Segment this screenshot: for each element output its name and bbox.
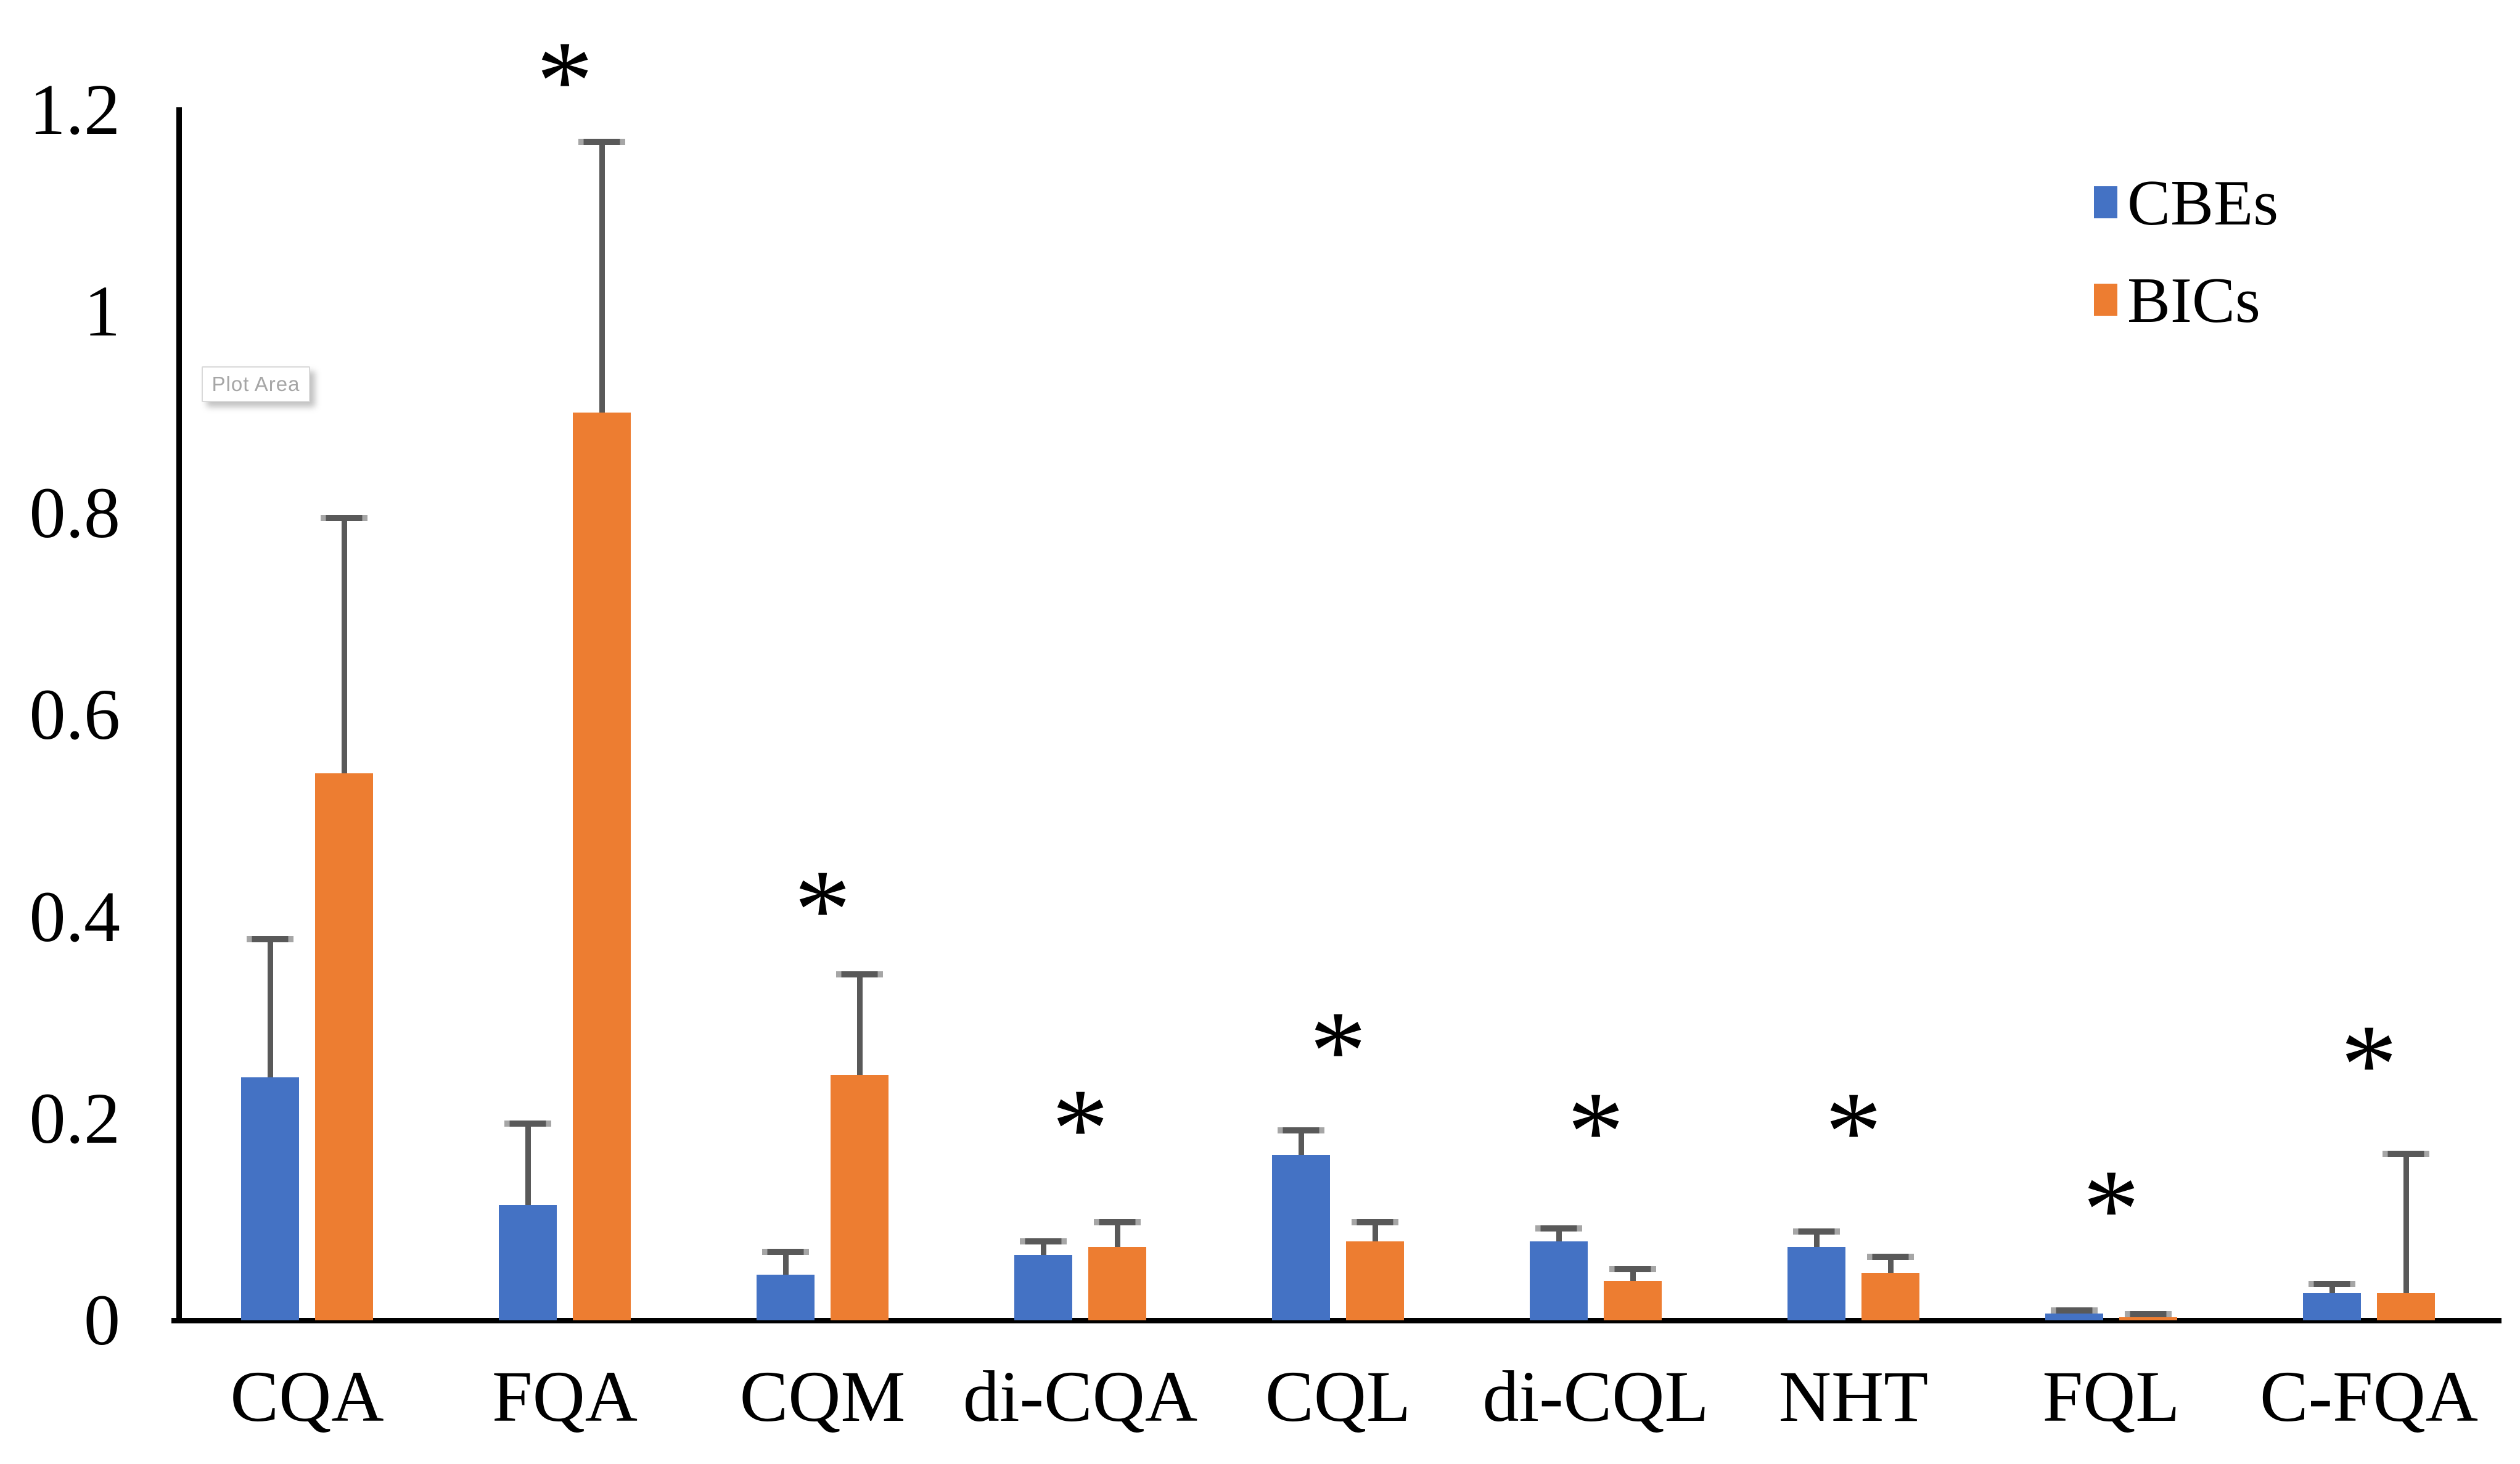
- x-label-CQA[interactable]: CQA: [230, 1356, 384, 1437]
- bar-CBEs-di-CQA[interactable]: [1014, 1254, 1072, 1320]
- x-label-FQA[interactable]: FQA: [491, 1356, 638, 1437]
- error-cap-CBEs-FQA: [504, 1120, 551, 1127]
- legend-label-cbes: CBEs: [2127, 166, 2279, 239]
- bar-BICs-FQA[interactable]: [573, 412, 631, 1320]
- error-cap-BICs-CQM: [836, 971, 883, 977]
- significance-asterisk-FQL[interactable]: *: [2082, 1146, 2140, 1273]
- y-tick-label-0.2[interactable]: 0.2: [29, 1077, 121, 1159]
- significance-asterisk-CQM[interactable]: *: [794, 847, 852, 974]
- significance-asterisk-CQL[interactable]: *: [1309, 988, 1367, 1115]
- legend-label-bics: BICs: [2127, 263, 2260, 336]
- x-label-CQM[interactable]: CQM: [739, 1356, 906, 1437]
- error-cap-BICs-CQA: [321, 515, 367, 522]
- error-bar-CBEs-C-FQA[interactable]: [2329, 1284, 2335, 1293]
- bar-BICs-CQL[interactable]: [1346, 1241, 1404, 1320]
- y-axis-line[interactable]: [176, 107, 182, 1323]
- y-tick-label-0.8[interactable]: 0.8: [29, 472, 121, 554]
- error-bar-BICs-FQA[interactable]: [599, 142, 605, 413]
- error-bar-CBEs-di-CQA[interactable]: [1040, 1241, 1046, 1255]
- significance-asterisk-NHT[interactable]: *: [1824, 1069, 1882, 1195]
- bar-CBEs-CQA[interactable]: [241, 1077, 299, 1320]
- error-cap-BICs-di-CQA: [1094, 1219, 1141, 1226]
- error-cap-CBEs-CQL: [1278, 1127, 1324, 1134]
- legend-swatch-bics-icon: [2094, 284, 2117, 316]
- significance-asterisk-C-FQA[interactable]: *: [2340, 1001, 2398, 1128]
- error-cap-BICs-FQA: [578, 139, 625, 146]
- plot-area-tooltip: Plot Area: [202, 366, 310, 402]
- error-bar-BICs-di-CQA[interactable]: [1114, 1222, 1120, 1247]
- error-cap-CBEs-CQA: [247, 936, 293, 942]
- error-cap-CBEs-di-CQA: [1020, 1238, 1067, 1245]
- y-tick-label-0.6[interactable]: 0.6: [29, 674, 121, 755]
- error-bar-CBEs-CQL[interactable]: [1298, 1130, 1304, 1155]
- legend-item-bics[interactable]: BICs: [2094, 268, 2260, 332]
- bar-CBEs-CQL[interactable]: [1272, 1154, 1330, 1320]
- bar-BICs-di-CQL[interactable]: [1604, 1281, 1662, 1320]
- bar-BICs-NHT[interactable]: [1861, 1273, 1919, 1320]
- bar-CBEs-di-CQL[interactable]: [1530, 1241, 1588, 1320]
- bar-BICs-CQM[interactable]: [831, 1075, 889, 1320]
- error-bar-BICs-NHT[interactable]: [1887, 1256, 1894, 1273]
- y-tick-label-0[interactable]: 0: [84, 1280, 120, 1360]
- bar-BICs-C-FQA[interactable]: [2377, 1293, 2435, 1320]
- bar-CBEs-C-FQA[interactable]: [2303, 1293, 2361, 1320]
- error-bar-BICs-CQL[interactable]: [1372, 1222, 1378, 1242]
- bar-CBEs-FQL[interactable]: [2045, 1313, 2103, 1320]
- error-cap-CBEs-CQM: [762, 1248, 809, 1255]
- error-bar-CBEs-FQA[interactable]: [525, 1123, 531, 1206]
- x-axis-line[interactable]: [171, 1318, 2502, 1323]
- error-bar-BICs-C-FQA[interactable]: [2403, 1154, 2409, 1293]
- x-label-C-FQA[interactable]: C-FQA: [2259, 1356, 2479, 1437]
- significance-asterisk-di-CQL[interactable]: *: [1567, 1069, 1625, 1195]
- error-bar-BICs-CQM[interactable]: [856, 974, 863, 1075]
- bar-BICs-CQA[interactable]: [315, 773, 373, 1320]
- error-cap-BICs-NHT: [1867, 1253, 1914, 1260]
- error-bar-BICs-CQA[interactable]: [341, 518, 347, 774]
- error-bar-CBEs-CQM[interactable]: [782, 1251, 789, 1275]
- bar-CBEs-CQM[interactable]: [757, 1275, 815, 1320]
- legend-item-cbes[interactable]: CBEs: [2094, 166, 2279, 239]
- error-cap-BICs-FQL: [2125, 1311, 2172, 1318]
- bar-BICs-FQL[interactable]: [2119, 1317, 2177, 1320]
- x-label-NHT[interactable]: NHT: [1778, 1356, 1929, 1437]
- error-bar-CBEs-NHT[interactable]: [1813, 1232, 1820, 1247]
- error-cap-CBEs-NHT: [1793, 1228, 1840, 1235]
- bar-BICs-di-CQA[interactable]: [1088, 1246, 1146, 1320]
- x-label-CQL[interactable]: CQL: [1265, 1356, 1411, 1437]
- bar-CBEs-FQA[interactable]: [499, 1205, 557, 1320]
- x-label-di-CQA[interactable]: di-CQA: [962, 1356, 1198, 1437]
- error-cap-CBEs-di-CQL: [1535, 1225, 1582, 1232]
- plot-area-tooltip-text: Plot Area: [211, 372, 300, 395]
- significance-asterisk-di-CQA[interactable]: *: [1051, 1066, 1109, 1193]
- y-tick-label-1.2[interactable]: 1.2: [29, 68, 121, 150]
- error-bar-CBEs-CQA[interactable]: [267, 939, 273, 1077]
- x-label-FQL[interactable]: FQL: [2042, 1356, 2180, 1437]
- y-tick-label-0.4[interactable]: 0.4: [29, 876, 121, 957]
- x-label-di-CQL[interactable]: di-CQL: [1482, 1356, 1709, 1437]
- error-cap-BICs-C-FQA: [2383, 1151, 2429, 1158]
- error-cap-CBEs-C-FQA: [2309, 1281, 2355, 1288]
- error-cap-BICs-di-CQL: [1609, 1265, 1656, 1272]
- significance-asterisk-FQA[interactable]: *: [536, 17, 594, 144]
- error-cap-CBEs-FQL: [2051, 1307, 2098, 1314]
- legend-swatch-cbes-icon: [2094, 186, 2117, 218]
- error-cap-BICs-CQL: [1352, 1219, 1398, 1226]
- error-bar-BICs-di-CQL[interactable]: [1630, 1269, 1636, 1281]
- bar-CBEs-NHT[interactable]: [1787, 1246, 1845, 1320]
- error-bar-CBEs-di-CQL[interactable]: [1556, 1228, 1562, 1242]
- y-tick-label-1[interactable]: 1: [84, 271, 120, 352]
